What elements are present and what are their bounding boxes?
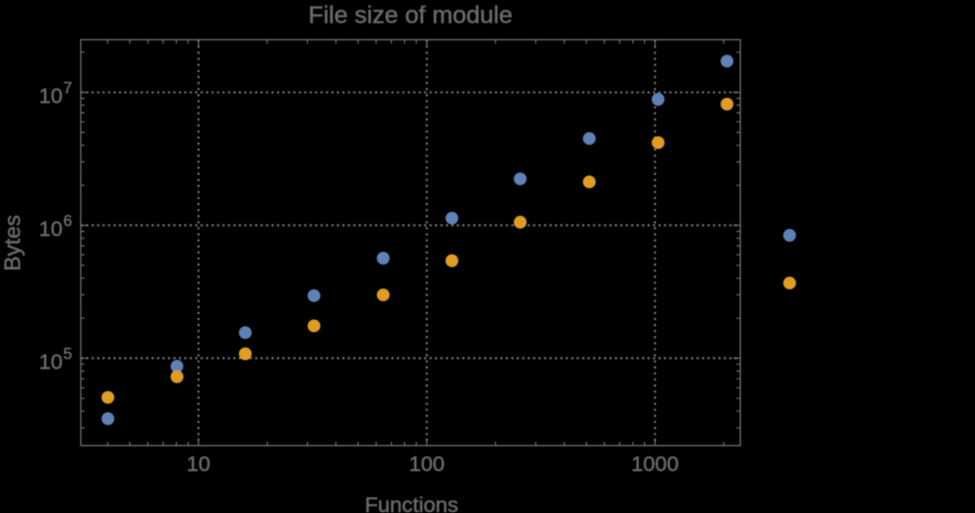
svg-text:1000: 1000 <box>631 452 679 476</box>
svg-text:10: 10 <box>187 452 211 476</box>
svg-text:Bytes: Bytes <box>0 215 25 271</box>
svg-text:10: 10 <box>39 217 63 241</box>
svg-text:10: 10 <box>39 350 63 374</box>
svg-text:100: 100 <box>409 452 445 476</box>
svg-text:7: 7 <box>63 80 72 97</box>
svg-text:6: 6 <box>63 213 72 230</box>
svg-text:10: 10 <box>39 84 63 108</box>
svg-text:File size of module: File size of module <box>308 2 512 29</box>
svg-text:Functions: Functions <box>365 492 459 513</box>
svg-text:5: 5 <box>63 346 72 363</box>
